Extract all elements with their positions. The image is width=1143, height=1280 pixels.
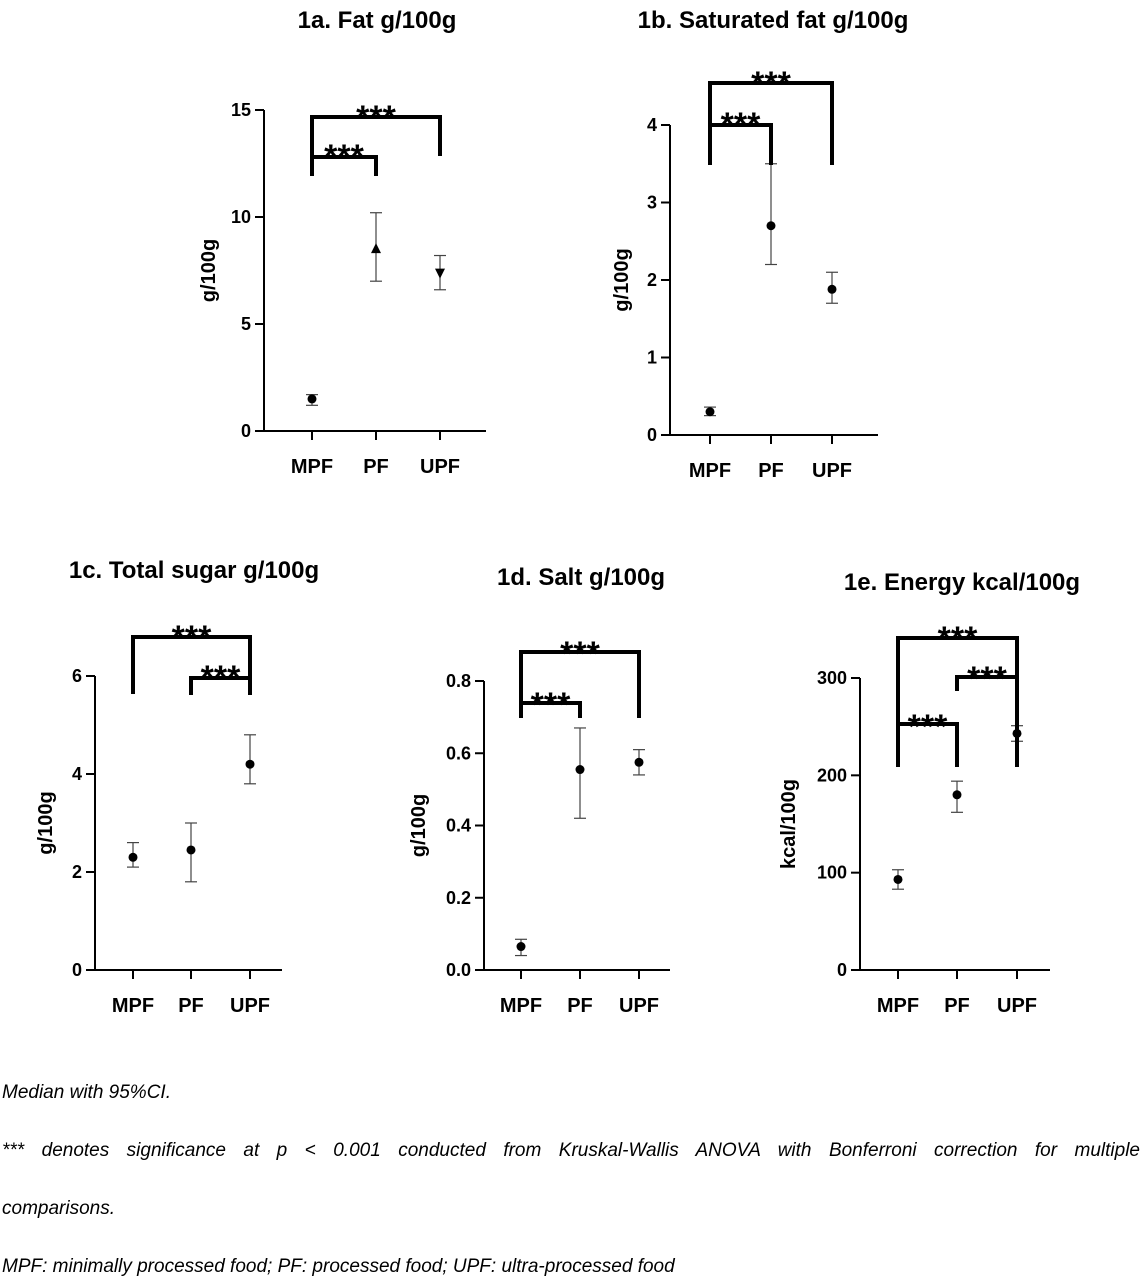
data-point	[893, 874, 903, 884]
y-tick-label: 0.6	[446, 743, 471, 763]
data-point	[128, 852, 138, 862]
x-tick-label: MPF	[112, 995, 154, 1017]
x-tick-label: PF	[567, 995, 593, 1017]
significance-stars: ***	[908, 708, 948, 746]
y-tick-label: 0	[647, 425, 657, 445]
chart-title: 1a. Fat g/100g	[298, 7, 457, 34]
significance-stars: ***	[560, 635, 600, 673]
y-tick-label: 10	[231, 207, 251, 227]
chart-title: 1c. Total sugar g/100g	[69, 557, 319, 584]
y-tick-label: 15	[231, 100, 251, 120]
y-tick-label: 4	[647, 115, 657, 135]
y-axis-label: g/100g	[611, 248, 633, 311]
x-tick-label: PF	[178, 995, 204, 1017]
x-tick-label: UPF	[812, 460, 852, 482]
significance-bracket	[310, 155, 378, 176]
x-tick-label: PF	[944, 995, 970, 1017]
chart-title: 1b. Saturated fat g/100g	[638, 7, 909, 34]
chart-panel-1: 1a. Fat g/100g 0 5 10 15 g/100g MPF PF UPF ******	[198, 7, 486, 478]
y-tick-label: 3	[647, 193, 657, 213]
significance-stars: ***	[201, 659, 241, 697]
significance-stars: ***	[721, 106, 761, 144]
y-tick-label: 200	[817, 765, 847, 785]
significance-stars: ***	[751, 65, 791, 103]
data-point	[575, 765, 585, 775]
chart-title: 1d. Salt g/100g	[497, 564, 665, 591]
chart-panel-2: 1b. Saturated fat g/100g 0 1 2 3 4 g/100g MPF PF…	[611, 7, 908, 482]
y-tick-label: 6	[72, 666, 82, 686]
x-tick-label: MPF	[877, 995, 919, 1017]
significance-stars: ***	[531, 686, 571, 724]
x-tick-label: UPF	[420, 456, 460, 478]
significance-bracket	[310, 115, 442, 156]
significance-bracket	[131, 635, 252, 694]
significance-stars: ***	[967, 660, 1007, 698]
y-tick-label: 0.8	[446, 671, 471, 691]
y-tick-label: 100	[817, 863, 847, 883]
data-point	[245, 759, 255, 769]
chart-panel-4: 1d. Salt g/100g 0.0 0.2 0.4 0.6 0.8 g/100g MPF P…	[408, 564, 670, 1017]
y-tick-label: 5	[241, 314, 251, 334]
data-point	[371, 243, 381, 254]
significance-stars: ***	[938, 620, 978, 658]
chart-panel-3: 1c. Total sugar g/100g 0 2 4 6 g/100g MPF PF UPF…	[35, 557, 319, 1017]
y-tick-label: 300	[817, 668, 847, 688]
data-point	[952, 790, 962, 800]
y-tick-label: 0	[72, 960, 82, 980]
x-tick-label: MPF	[291, 456, 333, 478]
y-tick-label: 2	[72, 862, 82, 882]
data-point	[516, 942, 526, 952]
significance-bracket	[519, 650, 641, 718]
x-tick-label: UPF	[997, 995, 1037, 1017]
significance-bracket	[708, 81, 834, 165]
y-tick-label: 4	[72, 764, 82, 784]
data-point	[634, 757, 644, 767]
significance-bracket	[896, 636, 1019, 767]
significance-stars: ***	[356, 99, 396, 137]
y-tick-label: 0.2	[446, 888, 471, 908]
data-point	[186, 845, 196, 855]
y-axis-label: g/100g	[408, 794, 430, 857]
significance-stars: ***	[324, 138, 364, 176]
x-tick-label: UPF	[619, 995, 659, 1017]
y-tick-label: 2	[647, 270, 657, 290]
x-tick-label: MPF	[500, 995, 542, 1017]
y-tick-label: 0.4	[446, 816, 471, 836]
y-tick-label: 0	[241, 421, 251, 441]
note-significance: *** denotes significance at p < 0.001 co…	[2, 1140, 1140, 1161]
chart-panel-5: 1e. Energy kcal/100g 0 100 200 300 kcal/100g M…	[778, 569, 1080, 1017]
y-tick-label: 0.0	[446, 960, 471, 980]
data-point	[827, 284, 837, 294]
note-abbreviations: MPF: minimally processed food; PF: proce…	[2, 1256, 675, 1277]
y-tick-label: 0	[837, 960, 847, 980]
x-tick-label: PF	[758, 460, 784, 482]
note-median-ci: Median with 95%CI.	[2, 1082, 171, 1103]
y-tick-label: 1	[647, 348, 657, 368]
x-tick-label: PF	[363, 456, 389, 478]
x-tick-label: UPF	[230, 995, 270, 1017]
x-tick-label: MPF	[689, 460, 731, 482]
y-axis-label: kcal/100g	[778, 779, 800, 869]
note-significance-cont: comparisons.	[2, 1198, 115, 1219]
data-point	[766, 221, 776, 231]
data-point	[705, 407, 715, 417]
data-point	[435, 268, 445, 279]
significance-stars: ***	[172, 619, 212, 657]
chart-title: 1e. Energy kcal/100g	[844, 569, 1080, 596]
y-axis-label: g/100g	[35, 791, 57, 854]
y-axis-label: g/100g	[198, 239, 220, 302]
data-point	[307, 394, 317, 404]
